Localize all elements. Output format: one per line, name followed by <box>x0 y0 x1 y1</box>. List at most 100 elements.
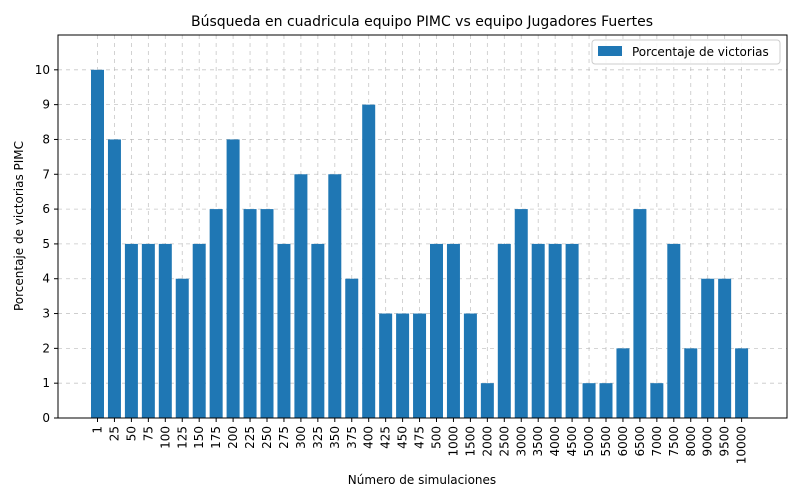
x-tick-label: 175 <box>209 426 223 449</box>
bar <box>124 243 138 418</box>
bar <box>379 313 393 418</box>
bar <box>718 278 732 418</box>
x-tick-label: 2000 <box>480 426 494 457</box>
bar <box>616 348 630 418</box>
chart-title: Búsqueda en cuadricula equipo PIMC vs eq… <box>191 14 653 30</box>
y-tick-label: 1 <box>42 376 50 390</box>
y-tick-label: 6 <box>42 202 50 216</box>
x-tick-label: 325 <box>311 426 325 449</box>
x-tick-label: 9000 <box>701 426 715 457</box>
bar <box>650 383 664 418</box>
bar <box>141 243 155 418</box>
bar <box>582 383 596 418</box>
x-tick-label: 250 <box>260 426 274 449</box>
bar <box>446 243 460 418</box>
bars <box>91 69 749 419</box>
bar <box>91 69 104 419</box>
x-tick-label: 425 <box>379 426 393 449</box>
bar <box>463 313 477 418</box>
bar <box>311 243 325 418</box>
x-tick-label: 10000 <box>735 426 749 464</box>
bar <box>413 313 427 418</box>
x-tick-label: 225 <box>243 426 257 449</box>
y-tick-label: 8 <box>42 132 50 146</box>
x-tick-label: 1000 <box>446 426 460 457</box>
bar <box>430 243 443 418</box>
bar <box>480 383 494 418</box>
x-tick-label: 275 <box>277 426 291 449</box>
x-tick-label: 1500 <box>463 426 477 457</box>
bar <box>328 174 342 418</box>
x-tick-label: 125 <box>175 426 189 449</box>
x-tick-label: 50 <box>124 426 138 441</box>
x-tick-label: 7000 <box>650 426 664 457</box>
x-tick-label: 3000 <box>514 426 528 457</box>
bar <box>294 174 308 418</box>
bar <box>209 209 223 418</box>
bar <box>701 278 715 418</box>
bar <box>158 243 172 418</box>
x-tick-label: 6000 <box>616 426 630 457</box>
x-tick-label: 9500 <box>718 426 732 457</box>
bar <box>362 104 376 419</box>
x-tick-label: 150 <box>192 426 206 449</box>
legend-swatch <box>598 46 622 56</box>
y-tick-label: 0 <box>42 411 50 425</box>
bar <box>565 243 579 418</box>
bar <box>633 209 647 418</box>
bar <box>260 209 274 418</box>
x-tick-label: 6500 <box>633 426 647 457</box>
x-axis-ticks: 1 25 50 75 100 125 150 175 200 225 250 275 300 325 350… <box>91 418 749 464</box>
x-tick-label: 8000 <box>684 426 698 457</box>
bar <box>531 243 545 418</box>
bar <box>396 313 410 418</box>
bar <box>667 243 681 418</box>
x-tick-label: 375 <box>345 426 359 449</box>
x-tick-label: 300 <box>294 426 308 449</box>
bar <box>735 348 749 418</box>
x-tick-label: 500 <box>430 426 444 449</box>
y-tick-label: 5 <box>42 237 50 251</box>
y-axis-ticks: 0 1 2 3 4 5 6 7 8 9 10 <box>35 63 58 425</box>
legend-box <box>591 39 781 65</box>
x-tick-label: 1 <box>91 426 105 434</box>
x-tick-label: 200 <box>226 426 240 449</box>
bar <box>345 278 359 418</box>
x-tick-label: 4500 <box>565 426 579 457</box>
bar <box>277 243 291 418</box>
bar <box>107 139 121 419</box>
y-tick-label: 2 <box>42 341 50 355</box>
x-tick-label: 5500 <box>599 426 613 457</box>
x-tick-label: 75 <box>141 426 155 441</box>
x-tick-label: 25 <box>107 426 121 441</box>
x-tick-label: 475 <box>413 426 427 449</box>
x-tick-label: 350 <box>328 426 342 449</box>
legend: Porcentaje de victorias <box>591 39 781 65</box>
bar <box>243 209 257 418</box>
bar <box>175 278 189 418</box>
y-tick-label: 4 <box>42 272 50 286</box>
y-tick-label: 9 <box>42 98 50 112</box>
x-tick-label: 3500 <box>531 426 545 457</box>
x-tick-label: 2500 <box>497 426 511 457</box>
x-tick-label: 5000 <box>582 426 596 457</box>
bar <box>599 383 613 418</box>
x-axis-label: Número de simulaciones <box>348 473 496 487</box>
x-tick-label: 400 <box>362 426 376 449</box>
y-tick-label: 10 <box>35 63 50 77</box>
bar <box>514 209 528 418</box>
legend-label: Porcentaje de victorias <box>632 45 769 59</box>
bar <box>497 243 511 418</box>
bar <box>548 243 562 418</box>
x-tick-label: 7500 <box>667 426 681 457</box>
x-tick-label: 4000 <box>548 426 562 457</box>
y-axis-label: Porcentaje de victorias PIMC <box>12 141 26 311</box>
y-tick-label: 3 <box>42 307 50 321</box>
bar <box>684 348 698 418</box>
bar <box>226 139 240 419</box>
x-tick-label: 100 <box>158 426 172 449</box>
bar <box>192 243 206 418</box>
y-tick-label: 7 <box>42 167 50 181</box>
x-tick-label: 450 <box>396 426 410 449</box>
